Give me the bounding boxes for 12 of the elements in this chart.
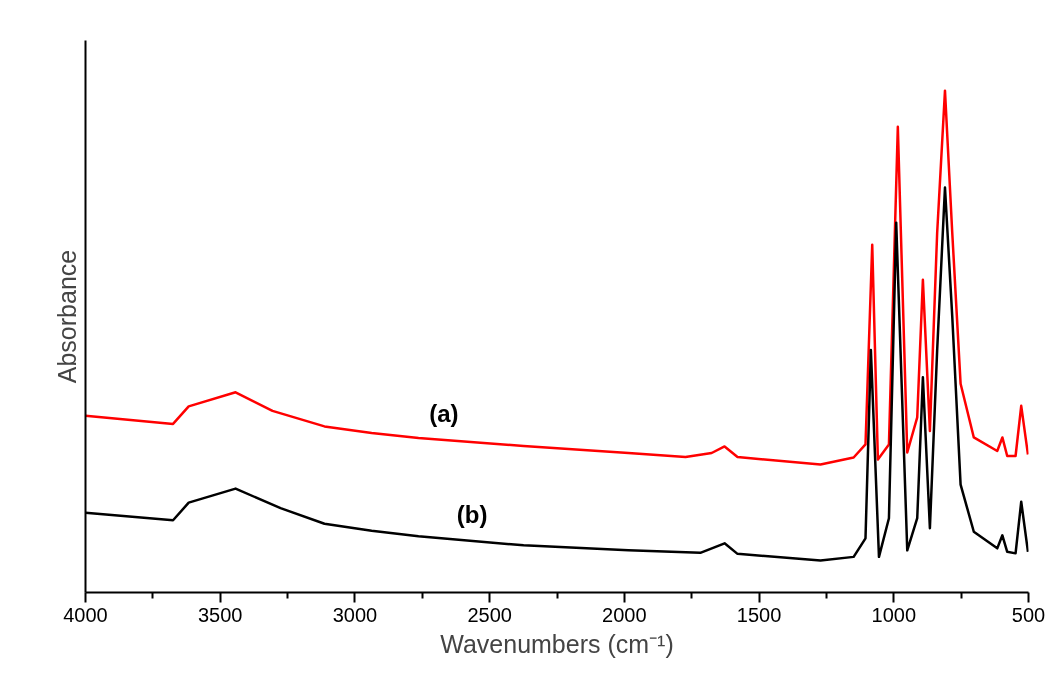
series-label: (b) (456, 501, 488, 529)
x-tick-label: 1500 (736, 603, 782, 626)
x-tick-label: 2500 (467, 603, 512, 626)
x-tick-label: 500 (1011, 603, 1046, 626)
y-axis-title: Absorbance (52, 249, 81, 384)
x-axis-title: Wavenumbers (cm⁻¹) (440, 629, 674, 658)
x-tick-label: 3000 (332, 603, 378, 626)
x-tick-label: 3500 (197, 603, 243, 626)
x-tick-label: 4000 (63, 603, 108, 626)
x-tick-label: 2000 (602, 603, 647, 626)
series-label: (a) (429, 400, 459, 428)
x-tick-label: 1000 (871, 603, 917, 626)
